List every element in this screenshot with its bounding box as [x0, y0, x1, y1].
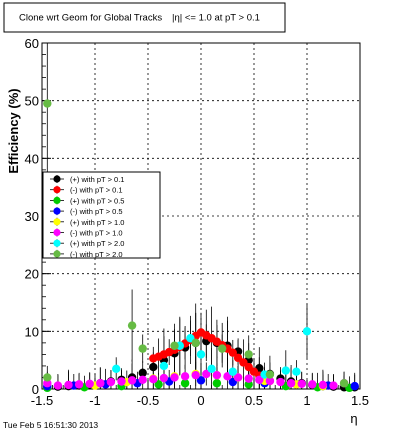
legend-marker [53, 175, 61, 183]
x-tick-label: 0.5 [245, 393, 263, 408]
data-point [180, 372, 190, 381]
y-tick-label: 60 [25, 36, 39, 51]
legend-label: (-) with pT > 1.0 [70, 229, 123, 238]
legend-marker [53, 186, 61, 194]
data-point [64, 380, 73, 390]
legend-marker [53, 207, 61, 215]
data-point [149, 374, 158, 384]
x-axis-label: η [350, 411, 357, 426]
data-point [350, 381, 359, 391]
data-point [244, 380, 253, 389]
data-point [127, 376, 137, 385]
y-tick-label: 30 [25, 209, 39, 224]
data-point [196, 376, 206, 385]
data-point [43, 373, 52, 382]
data-point [138, 344, 147, 353]
data-point [159, 361, 169, 371]
data-point [138, 375, 147, 384]
data-point [159, 373, 169, 383]
data-point [138, 368, 147, 378]
data-point [170, 341, 179, 350]
legend-marker [53, 250, 61, 258]
legend-label: (+) with pT > 2.0 [70, 239, 124, 248]
data-point [112, 364, 121, 374]
data-point [207, 364, 216, 374]
data-point [265, 370, 275, 379]
data-point [286, 379, 296, 388]
data-point [244, 374, 253, 383]
x-tick-label: -1.5 [31, 393, 53, 408]
data-point [292, 367, 301, 376]
y-tick-label: 0 [32, 382, 39, 397]
data-point [297, 379, 306, 389]
data-point [180, 379, 190, 388]
data-point [191, 338, 200, 348]
data-point [43, 99, 52, 108]
data-point [339, 379, 349, 388]
timestamp: Tue Feb 5 16:51:30 2013 [3, 420, 98, 430]
data-point [170, 373, 179, 382]
data-point [85, 379, 94, 389]
data-point [191, 370, 200, 380]
data-point [329, 381, 338, 390]
legend-box [42, 171, 161, 259]
legend-marker [53, 239, 61, 247]
chart-title-cut: |η| <= 1.0 at pT > 0.1 [172, 13, 260, 24]
data-point [228, 348, 237, 357]
legend: (+) with pT > 0.1(-) with pT > 0.1(+) wi… [50, 175, 124, 259]
data-point [196, 350, 206, 359]
y-tick-label: 20 [25, 267, 39, 282]
data-point [255, 375, 264, 384]
data-point [244, 350, 253, 359]
data-point [127, 321, 137, 330]
data-point [302, 327, 312, 336]
legend-label: (-) with pT > 0.1 [70, 186, 123, 195]
y-tick-label: 40 [25, 151, 39, 166]
legend-marker [53, 218, 61, 226]
data-point [117, 377, 126, 386]
x-tick-label: 1 [303, 393, 310, 408]
data-point [212, 379, 222, 388]
data-point [154, 380, 163, 389]
legend-label: (+) with pT > 0.5 [70, 196, 124, 205]
data-point [96, 379, 105, 388]
data-point [265, 376, 275, 386]
x-tick-label: 0 [197, 393, 204, 408]
legend-label: (-) with pT > 0.5 [70, 207, 123, 216]
data-point [43, 379, 52, 388]
data-point [218, 344, 227, 353]
data-point [149, 362, 158, 372]
title-box [3, 2, 286, 33]
data-point [212, 370, 222, 380]
y-axis-label: Efficiency (%) [6, 88, 21, 173]
data-point [202, 369, 211, 379]
x-tick-label: 1.5 [351, 393, 369, 408]
y-tick-label: 10 [25, 324, 39, 339]
x-tick-label: -0.5 [137, 393, 159, 408]
data-point [318, 380, 328, 390]
tick-labels: -1.5 -1 -0.5 0 0.5 1 1.5 0 10 20 30 40 50 60 [25, 36, 370, 408]
data-point [233, 373, 243, 382]
legend-label: (+) with pT > 0.1 [70, 175, 124, 184]
data-point [281, 366, 290, 375]
data-point [308, 380, 317, 389]
legend-marker [53, 196, 61, 204]
y-tick-label: 50 [25, 94, 39, 109]
legend-label: (-) with pT > 2.0 [70, 250, 123, 259]
data-point [74, 380, 84, 389]
legend-label: (+) with pT > 1.0 [70, 218, 124, 227]
data-point [106, 377, 116, 387]
data-marks [43, 43, 359, 393]
chart-title: Clone wrt Geom for Global Tracks [19, 13, 162, 24]
data-point [53, 381, 63, 390]
legend-marker [53, 228, 61, 237]
data-point [228, 367, 237, 376]
data-point [276, 377, 285, 387]
x-tick-label: -1 [89, 393, 101, 408]
